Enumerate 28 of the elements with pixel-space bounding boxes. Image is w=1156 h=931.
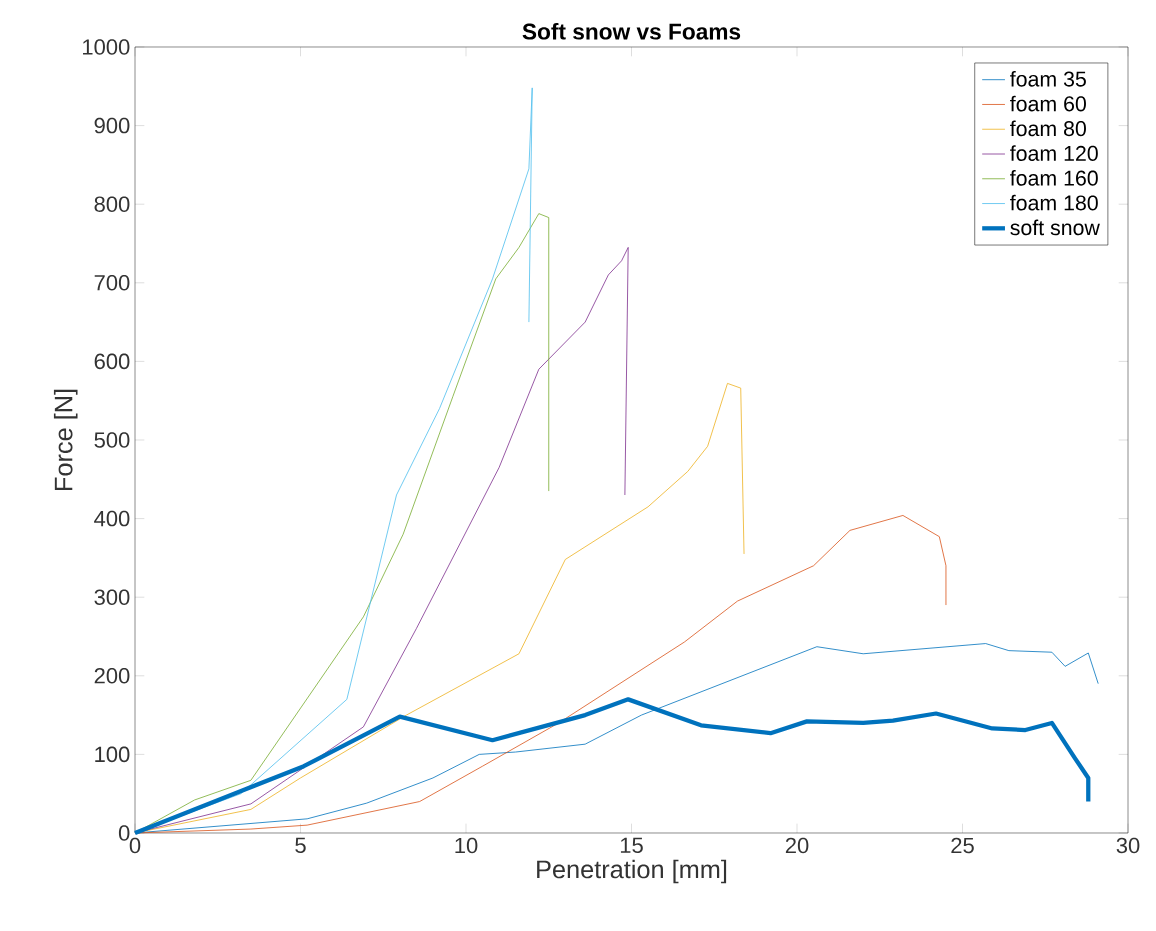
- x-tick-label: 30: [1116, 837, 1140, 854]
- x-tick-label: 25: [951, 837, 974, 854]
- legend-label: foam 120: [1010, 145, 1098, 161]
- legend-label: foam 35: [1010, 70, 1086, 87]
- y-tick-label: 700: [94, 274, 130, 291]
- legend-label: foam 180: [1010, 194, 1098, 211]
- legend-label: soft snow: [1010, 219, 1100, 236]
- y-tick-label: 100: [95, 746, 130, 763]
- y-tick-label: 200: [94, 667, 130, 684]
- x-tick-label: 0: [129, 837, 141, 854]
- y-tick-label: 1000: [83, 39, 130, 55]
- legend-label: foam 160: [1010, 170, 1098, 186]
- legend-label: foam 60: [1010, 95, 1086, 112]
- y-tick-label: 300: [94, 589, 130, 605]
- x-tick-label: 20: [785, 837, 809, 854]
- y-tick-label: 800: [94, 196, 130, 212]
- legend-label: foam 80: [1010, 120, 1086, 137]
- y-tick-label: 400: [94, 510, 130, 527]
- y-tick-label: 0: [118, 825, 130, 841]
- y-axis-title: Force [N]: [53, 389, 78, 490]
- x-axis-title: Penetration [mm]: [537, 859, 727, 884]
- x-tick-label: 5: [295, 837, 306, 854]
- y-tick-label: 900: [94, 117, 130, 134]
- y-tick-label: 500: [94, 432, 130, 448]
- y-tick-label: 600: [94, 353, 130, 370]
- x-tick-label: 15: [620, 837, 643, 854]
- chart-title: Soft snow vs Foams: [522, 22, 741, 40]
- x-tick-label: 10: [455, 837, 478, 854]
